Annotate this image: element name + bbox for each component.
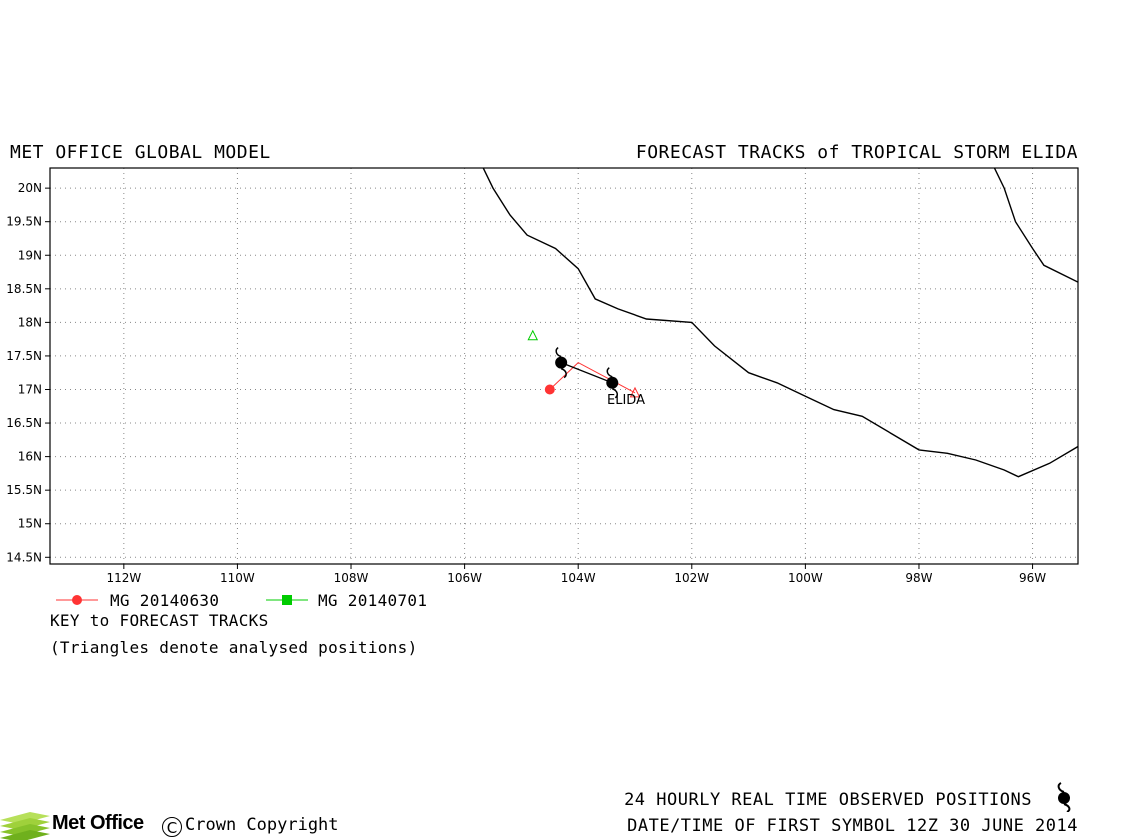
observed-track-line (560, 361, 613, 384)
y-tick-label: 18N (18, 315, 42, 329)
y-tick-label: 15.5N (6, 483, 42, 497)
y-tick-label: 20N (18, 181, 42, 195)
y-tick-label: 19.5N (6, 215, 42, 229)
storm-name-label: ELIDA (607, 393, 645, 408)
grid-lines (50, 168, 1078, 564)
x-tick-label: 102W (674, 571, 709, 585)
hurricane-position-icon (606, 367, 619, 399)
x-tick-label: 108W (334, 571, 369, 585)
copyright-text: Crown Copyright (185, 815, 339, 835)
copyright-notice: C Crown Copyright (162, 815, 339, 837)
key-marker-mg-20140630 (56, 595, 98, 605)
y-tick-label: 19N (18, 248, 42, 262)
analysed-position-triangle (527, 329, 539, 341)
y-tick-label: 14.5N (6, 550, 42, 564)
key-marker-mg-20140701 (266, 595, 308, 605)
x-tick-label: 100W (788, 571, 823, 585)
y-tick-label: 15N (18, 517, 42, 531)
first-symbol-date: DATE/TIME OF FIRST SYMBOL 12Z 30 JUNE 20… (627, 816, 1078, 836)
hurricane-position-icon (555, 347, 568, 379)
key-label-mg-20140701: MG 20140701 (318, 591, 428, 610)
observed-positions-label: 24 HOURLY REAL TIME OBSERVED POSITIONS (624, 790, 1032, 810)
key-title: KEY to FORECAST TRACKS (50, 611, 269, 630)
x-tick-label: 104W (561, 571, 596, 585)
forecast-point-circle (544, 384, 555, 395)
x-tick-label: 112W (106, 571, 141, 585)
axis-ticks: 112W 110W 108W 106W 104W 102W 100W 98W 96W 20N 19.… (6, 181, 1046, 585)
met-office-brand: Met Office (52, 812, 144, 834)
coastline-layer (482, 168, 1078, 478)
x-tick-label: 110W (220, 571, 255, 585)
key-note: (Triangles denote analysed positions) (50, 638, 418, 657)
y-tick-label: 17.5N (6, 349, 42, 363)
met-office-logo-icon (0, 812, 50, 840)
model-title: MET OFFICE GLOBAL MODEL (10, 142, 271, 163)
track-layer (527, 329, 641, 399)
x-tick-label: 96W (1019, 571, 1046, 585)
y-tick-label: 18.5N (6, 282, 42, 296)
analysed-position-triangle (629, 386, 641, 398)
coastline (482, 168, 1078, 478)
y-tick-label: 17N (18, 382, 42, 396)
map-frame (49, 167, 1079, 565)
key-label-mg-20140630: MG 20140630 (110, 591, 220, 610)
coastline (993, 168, 1078, 283)
x-tick-label: 106W (447, 571, 482, 585)
chart-title: FORECAST TRACKS of TROPICAL STORM ELIDA (635, 142, 1078, 163)
x-tick-label: 98W (905, 571, 932, 585)
y-tick-label: 16N (18, 450, 42, 464)
y-tick-label: 16.5N (6, 416, 42, 430)
hurricane-symbol-icon (1057, 782, 1071, 812)
copyright-symbol: C (162, 817, 182, 837)
